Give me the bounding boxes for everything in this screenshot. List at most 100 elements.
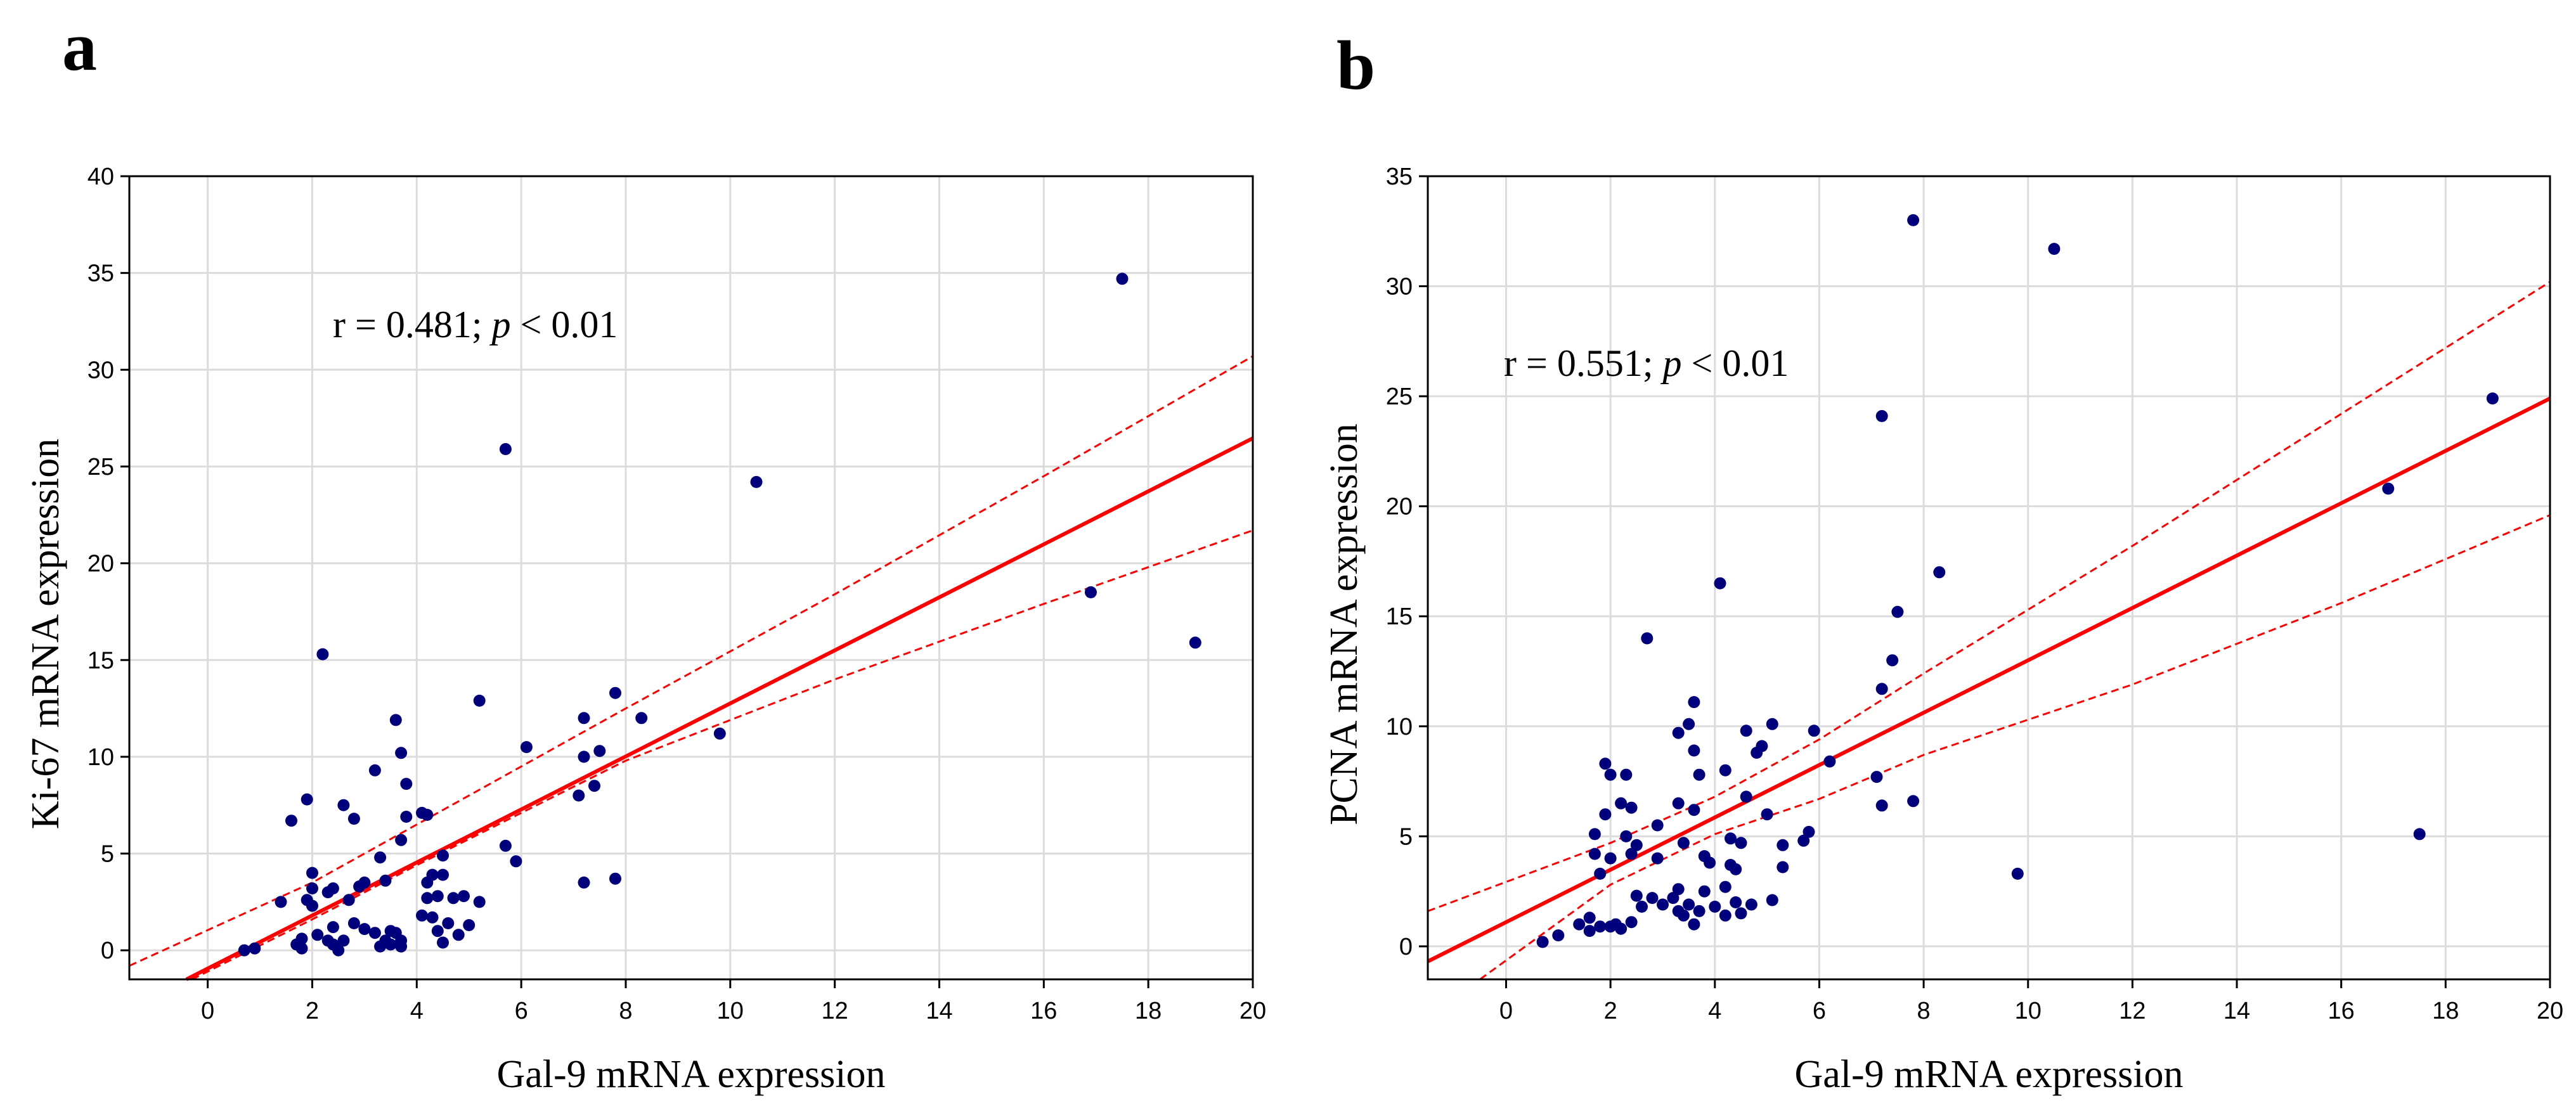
panel-b-data-point xyxy=(1599,757,1612,770)
panel-a-data-point xyxy=(1189,636,1201,649)
panel-a-data-point xyxy=(238,944,250,957)
panel-b-data-point xyxy=(1630,839,1643,851)
panel-a-data-point xyxy=(578,751,590,763)
panel-a-data-point xyxy=(400,811,413,823)
panel-b-data-point xyxy=(1625,916,1638,929)
panel-a-data-point xyxy=(295,942,308,955)
panel-b-data-point xyxy=(1766,894,1778,906)
panel-a-data-point xyxy=(426,868,439,881)
panel-b-data-point xyxy=(1870,771,1883,783)
panel-a-annotation-r: r = 0.481; xyxy=(333,304,492,345)
panel-b-data-point xyxy=(1875,799,1888,812)
panel-a-data-point xyxy=(347,917,360,929)
panel-b-data-point xyxy=(1672,726,1685,739)
panel-b-data-point xyxy=(1907,214,1920,226)
panel-b-data-point xyxy=(1823,755,1836,768)
panel-b-data-point xyxy=(1886,654,1899,667)
panel-a-data-point xyxy=(609,872,621,885)
panel-a-data-point xyxy=(593,745,606,757)
panel-b-y-tick-label: 35 xyxy=(1386,164,1413,190)
panel-b-data-point xyxy=(1625,801,1638,814)
panel-a-data-point xyxy=(332,944,345,957)
panel-b-data-point xyxy=(1730,863,1742,875)
panel-a-y-tick-label: 10 xyxy=(87,744,114,771)
panel-a-data-point xyxy=(358,876,371,889)
panel-a-data-point xyxy=(374,851,387,864)
panel-b-x-tick-label: 4 xyxy=(1708,998,1721,1024)
panel-b-data-point xyxy=(1583,925,1596,938)
panel-a-y-tick-label: 30 xyxy=(87,357,114,383)
panel-b-ticks: 0 2 4 6 8 10 12 14 16 18 20 0 5 10 15 20 25 30 35 xyxy=(1386,164,2563,1024)
panel-a-ci-upper-line xyxy=(129,355,1253,967)
panel-a: a 0 2 4 6 8 10 12 14 16 18 20 0 5 10 15 20 25 30 35 40 Gal-… xyxy=(24,8,1266,1096)
panel-b-data-point xyxy=(1583,912,1596,924)
panel-b-correlation-annotation: r = 0.551; p < 0.01 xyxy=(1504,342,1789,384)
panel-b-data-point xyxy=(1803,825,1815,838)
panel-b-points xyxy=(1536,214,2499,948)
panel-b-y-tick-label: 15 xyxy=(1386,603,1413,630)
panel-a-data-point xyxy=(473,694,486,707)
panel-b-data-point xyxy=(1725,832,1737,845)
panel-b-data-point xyxy=(1719,764,1731,777)
panel-a-ci xyxy=(129,355,1253,981)
panel-b-data-point xyxy=(1777,861,1789,873)
panel-a-data-point xyxy=(713,727,726,740)
panel-b-ci-lower-line xyxy=(1479,514,2551,981)
panel-b-y-tick-label: 10 xyxy=(1386,714,1413,740)
panel-b-data-point xyxy=(1740,790,1752,803)
panel-b-data-point xyxy=(1875,409,1888,422)
panel-a-points xyxy=(238,273,1201,957)
panel-a-data-point xyxy=(358,923,371,936)
panel-b-data-point xyxy=(1719,909,1731,922)
panel-a-data-point xyxy=(437,849,449,862)
panel-b-x-tick-label: 8 xyxy=(1917,998,1931,1024)
panel-a-data-point xyxy=(421,809,434,821)
panel-b-data-point xyxy=(1693,768,1705,781)
panel-b-data-point xyxy=(1683,898,1695,911)
panel-b-regression-line xyxy=(1427,396,2551,964)
panel-b: b 0 2 4 6 8 10 12 14 16 18 20 0 5 10 15 20 25 30 35 Gal-9 … xyxy=(1323,27,2563,1096)
panel-b-annotation-threshold: < 0.01 xyxy=(1682,342,1789,384)
panel-b-letter: b xyxy=(1337,27,1375,104)
panel-a-y-tick-label: 35 xyxy=(87,261,114,287)
panel-b-data-point xyxy=(1683,718,1695,730)
panel-a-y-tick-label: 20 xyxy=(87,551,114,577)
panel-b-data-point xyxy=(1688,918,1700,931)
panel-b-data-point xyxy=(2382,482,2395,495)
panel-b-data-point xyxy=(1688,744,1700,757)
panel-a-data-point xyxy=(311,929,324,941)
panel-b-data-point xyxy=(1709,900,1721,913)
panel-b-data-point xyxy=(1604,852,1617,865)
panel-b-data-point xyxy=(1777,839,1789,851)
panel-a-x-tick-label: 0 xyxy=(201,998,214,1024)
panel-a-data-point xyxy=(421,892,434,905)
panel-b-data-point xyxy=(1688,696,1700,709)
panel-a-data-point xyxy=(306,899,318,912)
panel-a-data-point xyxy=(395,940,408,953)
panel-a-data-point xyxy=(609,686,621,699)
panel-a-data-point xyxy=(473,896,486,908)
panel-b-data-point xyxy=(2413,828,2426,841)
panel-a-data-point xyxy=(578,712,590,725)
panel-b-data-point xyxy=(1620,830,1633,842)
panel-a-data-point xyxy=(458,890,470,903)
panel-b-y-tick-label: 5 xyxy=(1399,823,1413,850)
panel-a-data-point xyxy=(452,929,465,941)
panel-b-x-tick-label: 0 xyxy=(1499,998,1513,1024)
panel-a-data-point xyxy=(499,443,512,455)
panel-b-frame xyxy=(1427,175,2551,981)
panel-b-data-point xyxy=(1636,900,1648,913)
panel-a-data-point xyxy=(285,815,297,827)
panel-b-data-point xyxy=(1688,804,1700,816)
panel-b-x-tick-label: 12 xyxy=(2119,998,2146,1024)
panel-b-data-point xyxy=(1573,918,1586,931)
panel-a-data-point xyxy=(342,894,355,906)
panel-b-data-point xyxy=(1588,828,1601,841)
panel-b-data-point xyxy=(2011,867,2024,880)
panel-a-ci-lower-line xyxy=(191,529,1253,981)
panel-b-x-tick-label: 14 xyxy=(2223,998,2250,1024)
panel-a-data-point xyxy=(389,714,402,726)
panel-b-y-axis-title: PCNA mRNA expression xyxy=(1323,423,1366,825)
panel-b-data-point xyxy=(1735,837,1747,849)
panel-b-data-point xyxy=(1651,819,1664,832)
